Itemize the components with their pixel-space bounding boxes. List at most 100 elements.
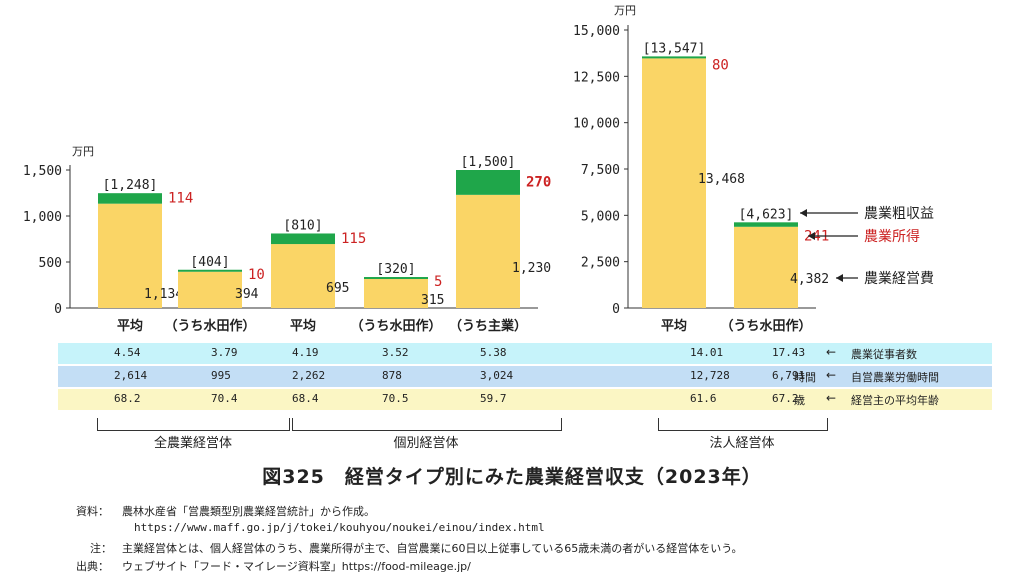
expense-label-0-0: 1,134 xyxy=(144,287,183,302)
table-cell-hours-6: 6,791 xyxy=(772,369,806,382)
bar-expense-0-2 xyxy=(271,244,335,308)
total-label-1-0: [13,547] xyxy=(643,41,706,56)
table-cell-hours-1: 995 xyxy=(211,369,231,382)
income-label-0-4: 270 xyxy=(526,174,551,190)
y-tick-label-1-6: 15,000 xyxy=(573,24,620,39)
y-tick-label-1-4: 10,000 xyxy=(573,117,620,132)
bar-expense-1-1 xyxy=(734,226,798,308)
table-cell-age-6: 67.2 xyxy=(772,392,799,405)
total-label-0-3: [320] xyxy=(376,262,415,277)
legend-arrow-head-1 xyxy=(808,232,815,240)
table-row-label-workers: 農業従事者数 xyxy=(851,348,917,361)
figure-title: 図325 経営タイプ別にみた農業経営収支（2023年） xyxy=(262,466,762,488)
bar-income-0-0 xyxy=(98,193,162,204)
y-tick-label-1-5: 12,500 xyxy=(573,70,620,85)
total-label-1-1: [4,623] xyxy=(739,207,794,222)
expense-label-0-3: 315 xyxy=(421,293,444,308)
total-label-0-1: [404] xyxy=(190,255,229,270)
table-cell-workers-6: 17.43 xyxy=(772,346,806,359)
table-cell-age-3: 70.5 xyxy=(382,392,409,405)
group-bracket-corporate xyxy=(658,418,828,431)
category-label-0-2: 平均 xyxy=(290,318,316,334)
table-cell-hours-3: 878 xyxy=(382,369,402,382)
total-label-0-4: [1,500] xyxy=(461,155,516,170)
table-cell-workers-2: 4.19 xyxy=(292,346,319,359)
table-cell-hours-5: 12,728 xyxy=(690,369,730,382)
y-tick-label-1-1: 2,500 xyxy=(581,256,620,271)
table-cell-age-1: 70.4 xyxy=(211,392,238,405)
bar-income-0-4 xyxy=(456,170,520,195)
category-label-0-3: （うち水田作） xyxy=(350,318,441,334)
y-tick-label-1-0: 0 xyxy=(612,302,620,317)
table-arrow-icon-workers: ← xyxy=(826,345,837,359)
source-label: 資料： xyxy=(76,505,109,518)
expense-label-0-2: 695 xyxy=(326,281,349,296)
table-unit-hours: 時間 xyxy=(794,371,816,384)
group-bracket-individual xyxy=(292,418,562,431)
bar-expense-0-0 xyxy=(98,203,162,308)
bar-income-1-1 xyxy=(734,222,798,227)
y-unit-label-0: 万円 xyxy=(72,145,94,158)
y-tick-label-0-3: 1,500 xyxy=(23,164,62,179)
table-cell-age-0: 68.2 xyxy=(114,392,141,405)
group-label-individual: 個別経営体 xyxy=(393,436,459,451)
source-text: 農林水産省「営農類型別農業経営統計」から作成。 xyxy=(122,505,375,518)
legend-expense: 農業経営費 xyxy=(864,271,934,287)
category-label-1-0: 平均 xyxy=(661,318,687,334)
note-text: 主業経営体とは、個人経営体のうち、農業所得が主で、自営農業に60日以上従事してい… xyxy=(122,542,743,555)
bar-expense-0-4 xyxy=(456,194,520,308)
table-cell-workers-3: 3.52 xyxy=(382,346,409,359)
income-label-0-0: 114 xyxy=(168,190,193,206)
category-label-0-0: 平均 xyxy=(117,318,143,334)
table-row-hours: 2,614 995 2,262 878 3,024 12,728 6,791 時間 ← 自営農業労… xyxy=(58,366,992,387)
table-row-workers: 4.54 3.79 4.19 3.52 5.38 14.01 17.43 ← 農業従事者数 xyxy=(58,343,992,364)
bar-expense-1-0 xyxy=(642,58,706,308)
total-label-0-0: [1,248] xyxy=(103,178,158,193)
expense-label-0-1: 394 xyxy=(235,287,259,302)
income-label-1-0: 80 xyxy=(712,57,729,73)
table-arrow-icon-age: ← xyxy=(826,391,837,405)
bar-expense-0-1 xyxy=(178,271,242,308)
table-unit-age: 歳 xyxy=(794,394,805,407)
chart: 万円 0 500 1,000 1,500 [1,248] 114 1,134 平均 [404] 10… xyxy=(23,4,934,334)
table-cell-hours-0: 2,614 xyxy=(114,369,148,382)
y-tick-label-1-3: 7,500 xyxy=(581,163,620,178)
source-url: https://www.maff.go.jp/j/tokei/kouhyou/n… xyxy=(134,521,545,534)
category-label-1-1: （うち水田作） xyxy=(720,318,811,334)
table-cell-age-4: 59.7 xyxy=(480,392,507,405)
group-bracket-all xyxy=(97,418,290,431)
table-row-age: 68.2 70.4 68.4 70.5 59.7 61.6 67.2 歳 ← 経営主の平均年齢 xyxy=(58,389,992,410)
table-cell-hours-2: 2,262 xyxy=(292,369,326,382)
group-label-all: 全農業経営体 xyxy=(153,436,233,451)
table-cell-workers-4: 5.38 xyxy=(480,346,507,359)
table-cell-age-5: 61.6 xyxy=(690,392,717,405)
table-arrow-icon-hours: ← xyxy=(826,368,837,382)
table-cell-workers-1: 3.79 xyxy=(211,346,238,359)
table-cell-workers-5: 14.01 xyxy=(690,346,724,359)
category-label-0-4: （うち主業） xyxy=(449,318,527,334)
table-cell-hours-4: 3,024 xyxy=(480,369,514,382)
y-unit-label-1: 万円 xyxy=(614,4,636,17)
bar-income-0-3 xyxy=(364,277,428,280)
expense-label-1-0: 13,468 xyxy=(698,172,745,187)
y-tick-label-0-1: 500 xyxy=(39,256,62,271)
expense-label-1-1: 4,382 xyxy=(790,272,829,287)
table-row-label-hours: 自営農業労働時間 xyxy=(851,371,939,384)
note-label: 注： xyxy=(90,542,112,555)
legend-income: 農業所得 xyxy=(864,228,920,245)
bar-income-0-1 xyxy=(178,269,242,272)
origin-label: 出典： xyxy=(76,560,109,573)
legend-arrow-head-0 xyxy=(800,209,807,217)
y-tick-label-0-2: 1,000 xyxy=(23,210,62,225)
bar-income-1-0 xyxy=(642,56,706,59)
expense-label-0-4: 1,230 xyxy=(512,261,551,276)
income-label-0-3: 5 xyxy=(434,274,442,290)
income-label-0-2: 115 xyxy=(341,231,366,247)
y-tick-label-0-0: 0 xyxy=(54,302,62,317)
table-row-label-age: 経営主の平均年齢 xyxy=(851,394,939,407)
y-tick-label-1-2: 5,000 xyxy=(581,209,620,224)
bar-expense-0-3 xyxy=(364,279,428,308)
table-cell-age-2: 68.4 xyxy=(292,392,319,405)
legend-gross: 農業粗収益 xyxy=(864,206,934,222)
origin-text: ウェブサイト「フード・マイレージ資料室」https://food-mileage… xyxy=(122,560,471,573)
